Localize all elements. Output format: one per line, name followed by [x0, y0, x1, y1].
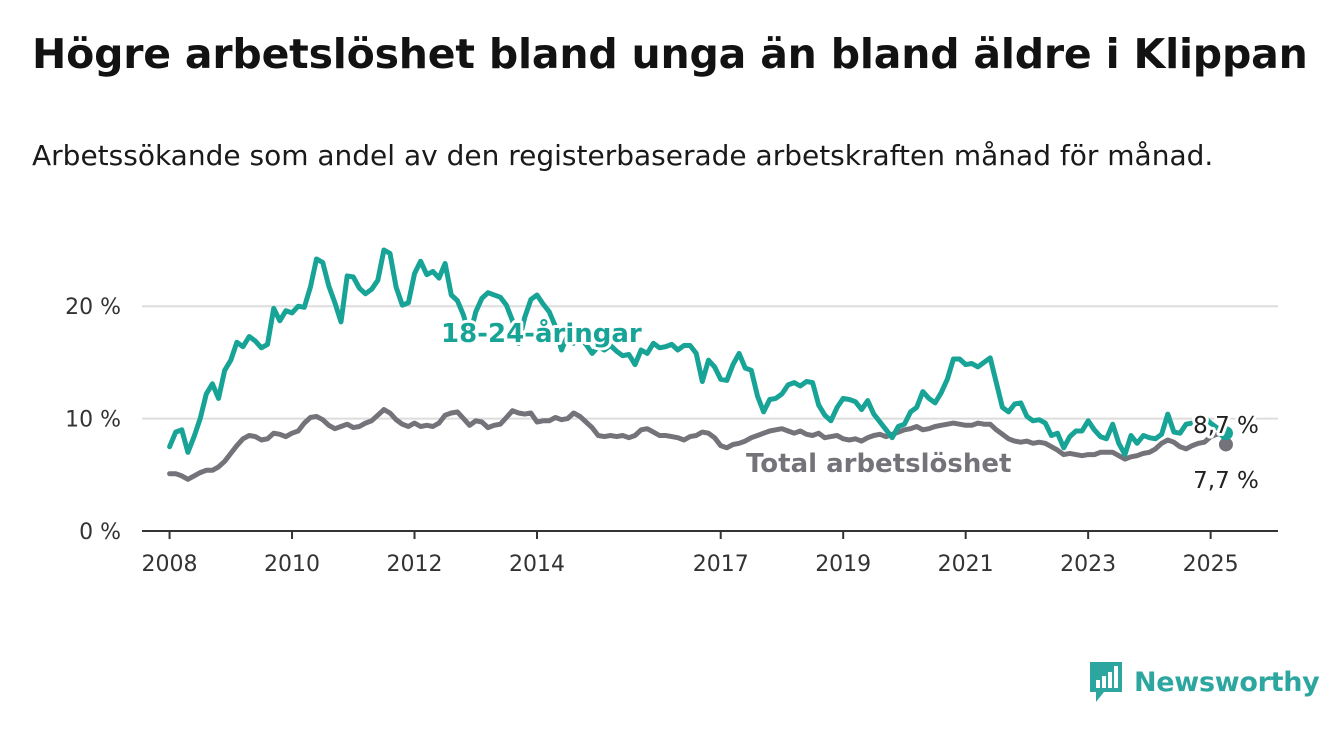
- brand-name: Newsworthy: [1134, 666, 1320, 698]
- x-tick-label: 2021: [938, 552, 994, 577]
- chart-title: Högre arbetslöshet bland unga än bland ä…: [32, 30, 1308, 78]
- x-tick-label: 2014: [509, 552, 565, 577]
- end-point-total: [1218, 437, 1233, 452]
- end-point-youth: [1218, 426, 1233, 441]
- x-tick-label: 2008: [142, 552, 198, 577]
- series-labels: 18-24-åringar Total arbetslöshet 8,7 % 7,7 …: [438, 314, 1262, 497]
- newsworthy-bar-chart-icon: [1090, 662, 1122, 702]
- x-tick-label: 2023: [1060, 552, 1116, 577]
- y-axis-ticks: 0 % 10 % 20 %: [65, 295, 121, 545]
- series-line-youth: [167, 247, 1229, 458]
- x-tick-label: 2017: [693, 552, 749, 577]
- y-tick-label: 10 %: [65, 408, 121, 433]
- y-tick-label: 0 %: [79, 520, 121, 545]
- x-axis: 2008 2010 2012 2014 2017 2019 2021 2023 2025: [142, 530, 1278, 577]
- x-tick-label: 2012: [387, 552, 443, 577]
- end-label-total: 7,7 %: [1193, 468, 1259, 494]
- x-tick-label: 2025: [1183, 552, 1239, 577]
- x-tick-label: 2019: [815, 552, 871, 577]
- end-label-youth: 8,7 %: [1193, 413, 1259, 439]
- series-line-total: [167, 407, 1229, 482]
- chart-subtitle: Arbetssökande som andel av den registerb…: [32, 139, 1214, 172]
- y-tick-label: 20 %: [65, 295, 121, 320]
- x-tick-label: 2010: [264, 552, 320, 577]
- series-lines: [167, 247, 1233, 482]
- series-label-youth: 18-24-åringar: [441, 317, 642, 349]
- series-label-total: Total arbetslöshet: [746, 449, 1011, 479]
- newsworthy-logo: Newsworthy: [1088, 660, 1320, 704]
